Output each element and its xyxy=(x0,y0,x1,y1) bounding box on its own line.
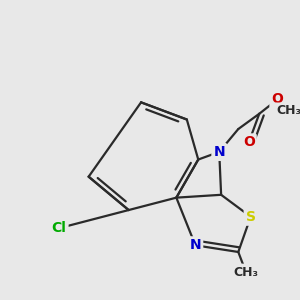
Text: Cl: Cl xyxy=(52,221,67,235)
Text: CH₃: CH₃ xyxy=(276,104,300,117)
Text: N: N xyxy=(190,238,201,252)
Text: O: O xyxy=(272,92,283,106)
Text: CH₃: CH₃ xyxy=(233,266,258,278)
Text: O: O xyxy=(243,135,255,149)
Text: S: S xyxy=(246,210,256,224)
Text: N: N xyxy=(213,145,225,159)
